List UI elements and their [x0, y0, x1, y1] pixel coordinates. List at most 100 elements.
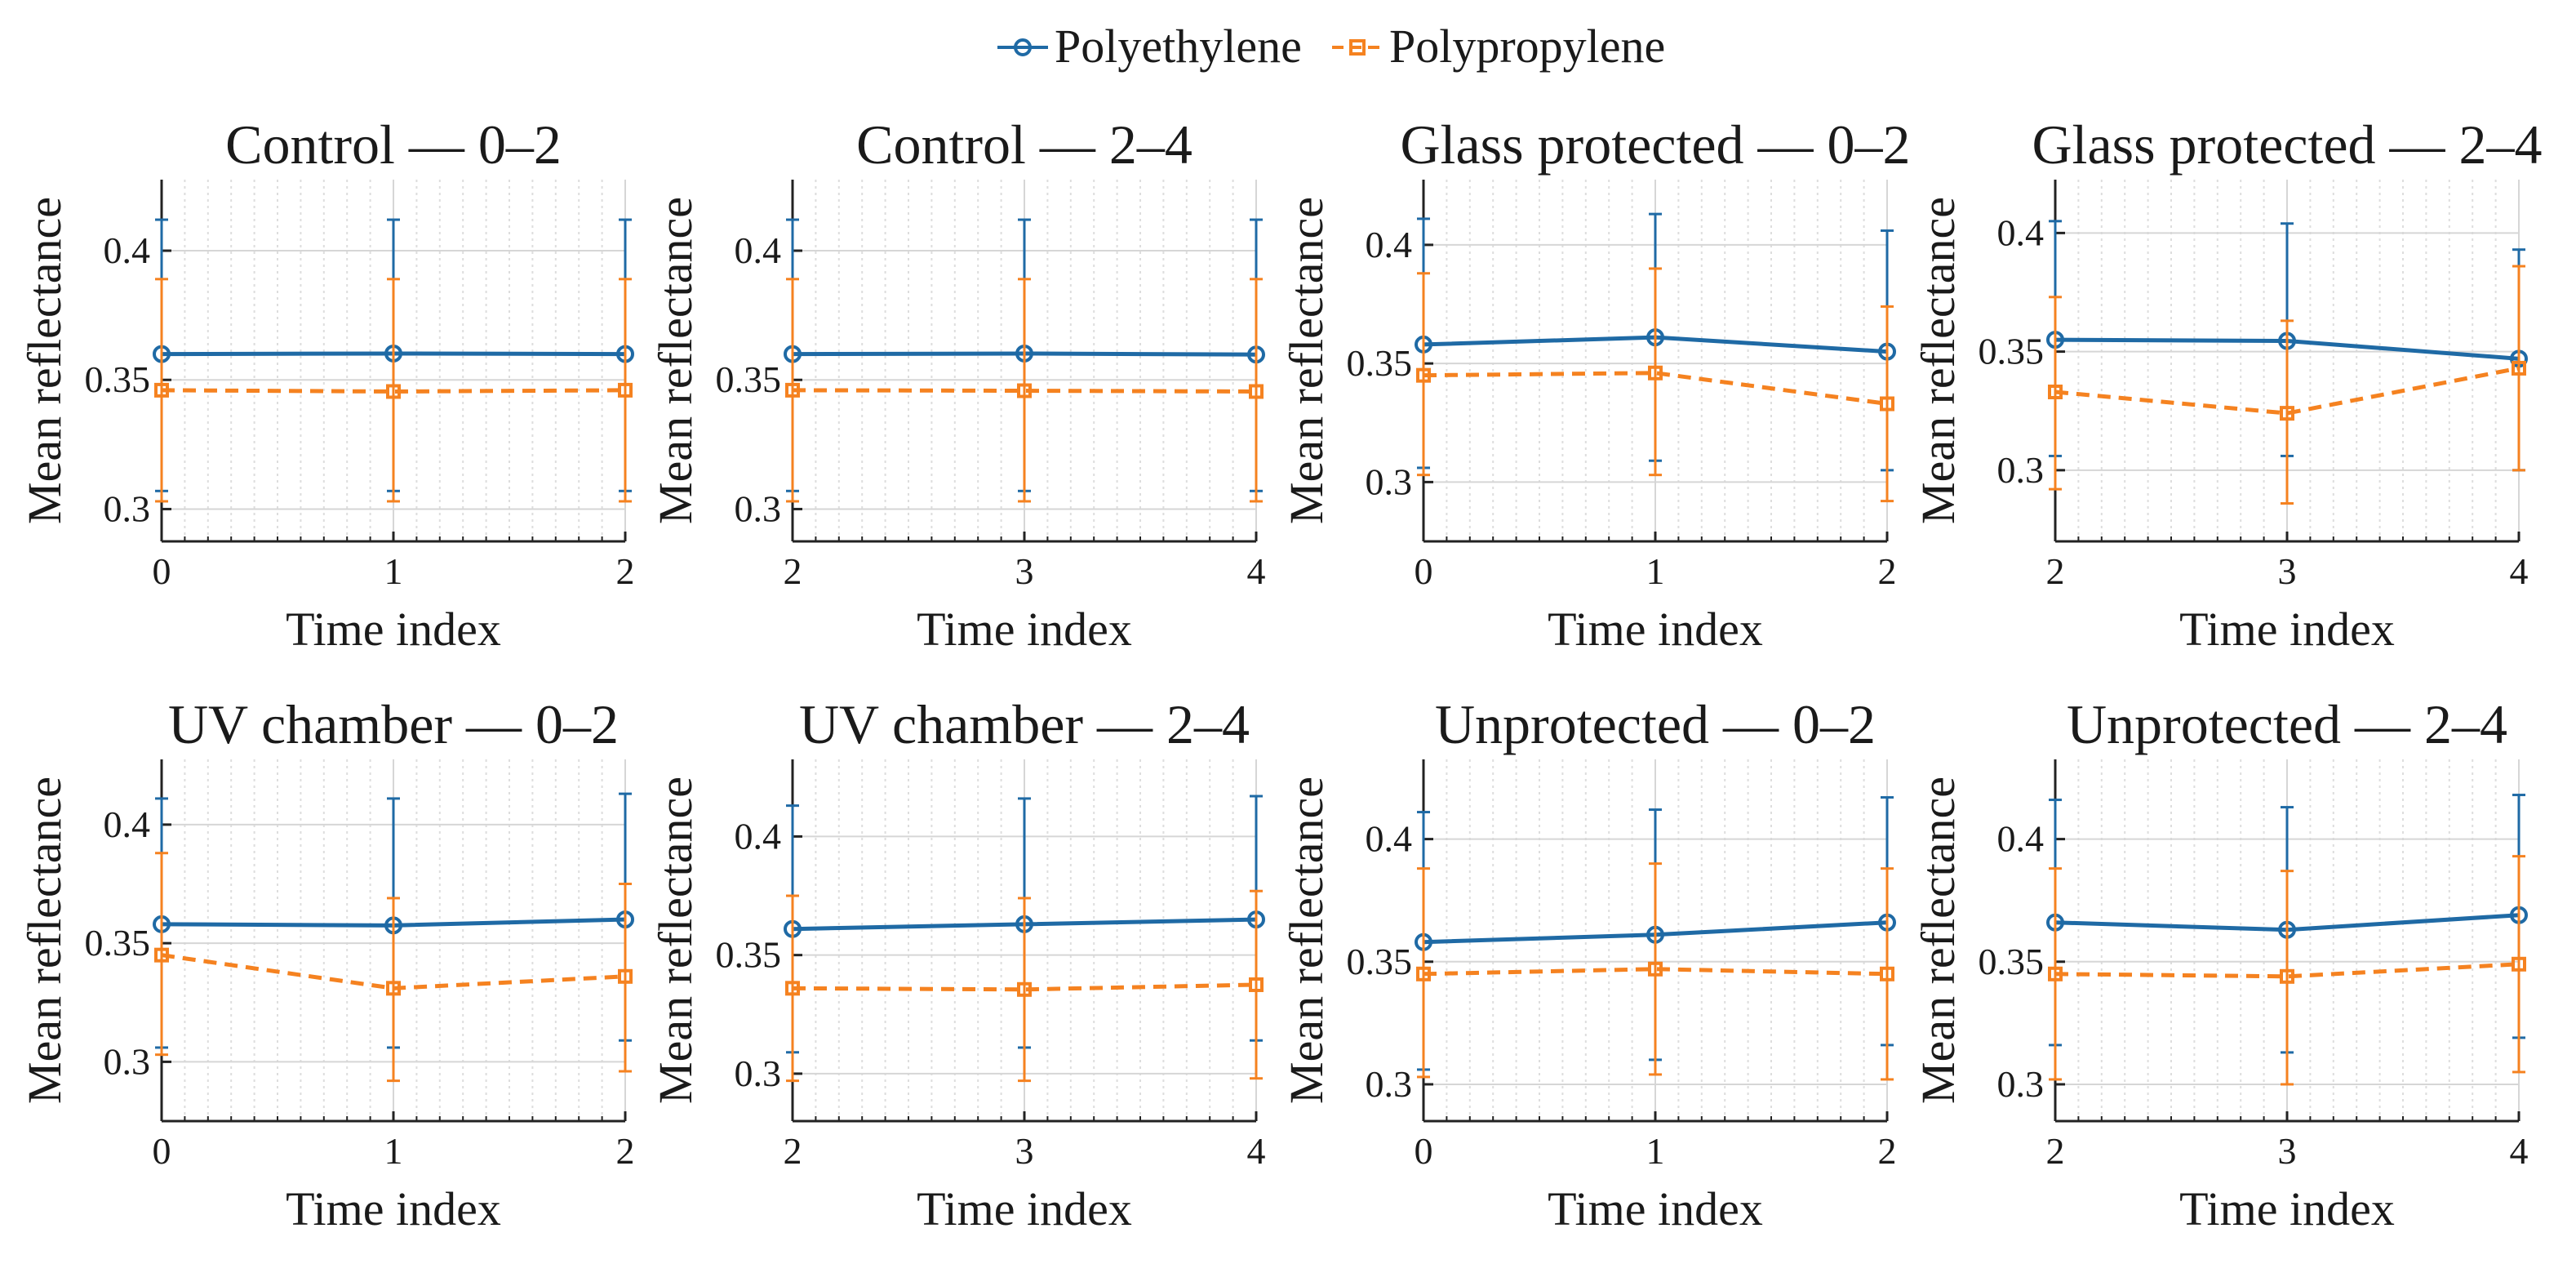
series-polypropylene: [1416, 267, 1894, 503]
x-tick-label: 3: [2278, 550, 2297, 592]
series-line: [792, 388, 1257, 394]
x-tick-label: 2: [1878, 1130, 1897, 1172]
x-tick-label: 2: [2046, 1130, 2065, 1172]
x-tick-label: 2: [616, 550, 635, 592]
panel-5: 0 1 2 0.3 0.35 0.4 UV chamber — 0–2 Time index M…: [18, 693, 635, 1235]
series-line: [1423, 967, 1888, 977]
x-tick-label: 3: [1015, 1130, 1034, 1172]
series-polypropylene: [1416, 862, 1894, 1081]
data-point: [154, 947, 169, 963]
y-tick-label: 0.4: [735, 815, 782, 857]
x-tick-label: 1: [384, 1130, 403, 1172]
panel-title: Control — 2–4: [856, 113, 1193, 176]
x-tick-label: 4: [2510, 550, 2529, 592]
panel-title: Control — 0–2: [225, 113, 562, 176]
y-tick-label: 0.3: [735, 1053, 782, 1094]
y-axis-label: Mean reflectance: [1280, 777, 1333, 1104]
legend-label-polyethylene: Polyethylene: [1055, 20, 1302, 73]
y-tick-label: 0.35: [1979, 941, 2045, 982]
x-tick-label: 1: [1646, 1130, 1665, 1172]
data-point: [1880, 396, 1894, 412]
data-point: [1017, 383, 1032, 398]
series-polypropylene: [154, 278, 633, 503]
series-polypropylene: [154, 852, 633, 1083]
y-tick-label: 0.4: [1997, 818, 2045, 860]
data-point: [785, 382, 800, 398]
panel-title: UV chamber — 2–4: [799, 693, 1250, 755]
x-tick-label: 2: [1878, 550, 1897, 592]
data-point: [1249, 977, 1264, 992]
panel-title: Glass protected — 0–2: [1400, 113, 1910, 176]
x-tick-label: 4: [1247, 550, 1266, 592]
x-axis-label: Time index: [286, 603, 501, 656]
x-axis-label: Time index: [917, 1182, 1132, 1235]
legend-label-polypropylene: Polypropylene: [1389, 20, 1665, 73]
x-axis-label: Time index: [1548, 1182, 1763, 1235]
x-axis-label: Time index: [917, 603, 1132, 656]
x-axis-label: Time index: [2179, 1182, 2395, 1235]
data-point: [154, 382, 169, 398]
series-line: [2054, 962, 2520, 979]
y-tick-label: 0.35: [85, 358, 151, 400]
x-tick-label: 2: [616, 1130, 635, 1172]
legend-marker-polyethylene-circle: [1014, 38, 1032, 56]
panel-title: Glass protected — 2–4: [2032, 113, 2542, 176]
y-tick-label: 0.3: [104, 1040, 151, 1082]
panel-title: UV chamber — 0–2: [168, 693, 619, 755]
data-point: [2048, 384, 2063, 399]
y-tick-label: 0.3: [1997, 449, 2045, 491]
data-point: [2048, 966, 2063, 981]
x-tick-label: 3: [1015, 550, 1034, 592]
x-tick-label: 0: [1415, 1130, 1433, 1172]
series-polypropylene: [2048, 855, 2526, 1086]
data-point: [785, 981, 800, 996]
data-point: [1416, 367, 1431, 383]
data-point: [2280, 406, 2294, 421]
x-tick-label: 0: [153, 550, 171, 592]
panel-title: Unprotected — 0–2: [1435, 693, 1876, 755]
y-axis-label: Mean reflectance: [649, 777, 702, 1104]
y-tick-label: 0.3: [104, 487, 151, 529]
y-tick-label: 0.4: [1366, 818, 1413, 860]
y-axis-label: Mean reflectance: [18, 777, 71, 1104]
legend-marker-polypropylene-square: [1349, 39, 1366, 56]
panel-8: 2 3 4 0.3 0.35 0.4 Unprotected — 2–4 Time index…: [1912, 693, 2529, 1235]
data-point: [1416, 966, 1431, 981]
x-tick-label: 0: [1415, 550, 1433, 592]
y-tick-label: 0.4: [104, 229, 151, 271]
data-point: [1249, 384, 1264, 399]
data-point: [1017, 981, 1032, 997]
data-point: [386, 384, 401, 399]
y-axis-label: Mean reflectance: [649, 197, 702, 524]
data-point: [2280, 968, 2294, 984]
y-tick-label: 0.4: [104, 803, 151, 845]
y-tick-label: 0.3: [1366, 1063, 1413, 1105]
y-tick-label: 0.3: [1997, 1063, 2045, 1105]
x-tick-label: 3: [2278, 1130, 2297, 1172]
y-tick-label: 0.3: [1366, 461, 1413, 502]
y-tick-label: 0.35: [716, 358, 782, 400]
panel-title: Unprotected — 2–4: [2067, 693, 2507, 755]
x-axis-label: Time index: [1548, 603, 1763, 656]
panel-4: 2 3 4 0.3 0.35 0.4 Glass protected — 2–4 Time i…: [1912, 113, 2543, 656]
series-line: [161, 388, 626, 394]
series-line: [792, 982, 1257, 992]
data-point: [1880, 966, 1894, 981]
x-tick-label: 4: [2510, 1130, 2529, 1172]
x-tick-label: 1: [384, 550, 403, 592]
data-point: [2512, 956, 2526, 972]
legend: Polyethylene Polypropylene: [997, 20, 1665, 73]
data-point: [386, 981, 401, 996]
panel-3: 0 1 2 0.3 0.35 0.4 Glass protected — 0–2 Time i…: [1280, 113, 1911, 656]
y-tick-label: 0.4: [735, 229, 782, 271]
y-axis-label: Mean reflectance: [1912, 777, 1965, 1104]
data-point: [2512, 360, 2526, 376]
y-tick-label: 0.4: [1366, 224, 1413, 265]
y-tick-label: 0.35: [716, 934, 782, 976]
panel-1: 0 1 2 0.3 0.35 0.4 Control — 0–2 Time index Mean…: [18, 113, 635, 656]
series-line: [2054, 366, 2520, 416]
x-axis-label: Time index: [286, 1182, 501, 1235]
